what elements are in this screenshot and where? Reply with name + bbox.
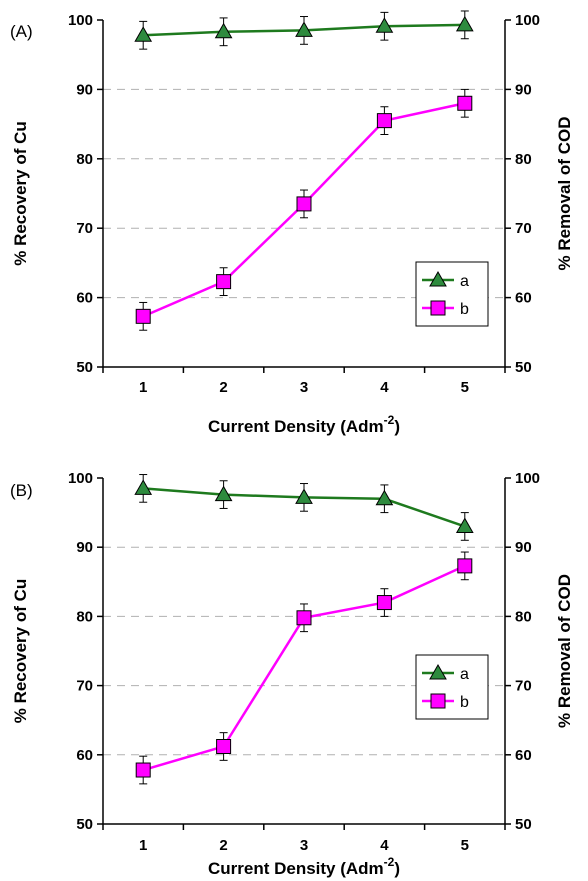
y-tick-label-right: 100 (515, 470, 540, 487)
legend-marker-a (429, 270, 447, 287)
x-tick-label: 3 (300, 379, 308, 396)
x-axis-label: Current Density (Adm-2) (208, 413, 400, 436)
x-tick-label: 5 (461, 379, 469, 396)
y-tick-label-right: 70 (515, 678, 532, 695)
series-b (135, 88, 473, 331)
data-point-b (216, 274, 232, 290)
data-point-b (135, 308, 151, 324)
legend-marker-b (430, 693, 446, 709)
y-tick-label-right: 50 (515, 816, 532, 833)
y-tick-label-right: 90 (515, 81, 532, 98)
x-tick-label: 3 (300, 837, 308, 854)
series-b (135, 551, 473, 785)
y-tick-label-left: 100 (68, 12, 93, 29)
data-point-a (214, 485, 233, 502)
y-axis-label-left: % Recovery of Cu (11, 121, 30, 266)
data-point-b (376, 595, 392, 611)
data-point-b (457, 95, 473, 111)
data-point-b (135, 762, 151, 778)
x-tick-label: 1 (139, 379, 147, 396)
x-axis-label-main: Current Density (Adm (208, 859, 384, 878)
y-tick-label-right: 50 (515, 359, 532, 376)
y-tick-label-right: 100 (515, 12, 540, 29)
legend-label-b: b (460, 694, 469, 711)
y-tick-label-left: 80 (76, 608, 93, 625)
x-axis-label: Current Density (Adm-2) (208, 855, 400, 878)
series-a (134, 474, 474, 541)
y-tick-label-left: 60 (76, 290, 93, 307)
data-point-b (457, 558, 473, 574)
data-point-a (134, 479, 153, 495)
legend-marker-b (430, 300, 446, 316)
x-axis-label-main: Current Density (Adm (208, 417, 384, 436)
data-point-b (296, 610, 312, 626)
chart-panel-a: 50 50 60 60 70 70 80 80 90 90 100 100 1 2 3 4 5 ab (A) Curr… (10, 10, 574, 436)
x-axis-label-sup: -2 (384, 855, 395, 869)
x-tick-label: 2 (219, 379, 227, 396)
series-a (134, 10, 474, 50)
data-point-a (295, 488, 313, 504)
y-axis-label-right: % Removal of COD (555, 574, 574, 728)
data-point-b (296, 196, 312, 212)
y-tick-label-left: 70 (76, 220, 93, 237)
data-point-a (134, 26, 153, 42)
data-point-a (375, 17, 394, 33)
legend-box (415, 261, 489, 327)
y-tick-label-right: 80 (515, 608, 532, 625)
x-tick-label: 1 (139, 837, 147, 854)
legend-marker-a (429, 663, 447, 680)
legend: ab (415, 654, 489, 720)
x-tick-label: 2 (219, 837, 227, 854)
y-tick-label-left: 80 (76, 151, 93, 168)
panel-label: (A) (10, 22, 33, 41)
data-point-a (295, 21, 313, 37)
x-tick-label: 5 (461, 837, 469, 854)
y-tick-label-left: 90 (76, 81, 93, 98)
y-tick-label-right: 70 (515, 220, 532, 237)
x-tick-label: 4 (380, 837, 389, 854)
legend-label-b: b (460, 301, 469, 318)
y-axis-label-left: % Recovery of Cu (11, 579, 30, 724)
y-tick-label-left: 50 (76, 816, 93, 833)
x-axis-label-sup: -2 (384, 413, 395, 427)
legend-box (415, 654, 489, 720)
panel-label: (B) (10, 481, 33, 500)
y-tick-label-left: 100 (68, 470, 93, 487)
data-point-b (376, 113, 392, 129)
y-tick-label-left: 50 (76, 359, 93, 376)
data-point-a (455, 15, 474, 32)
x-axis-label-end: ) (394, 859, 400, 878)
y-tick-label-left: 70 (76, 678, 93, 695)
chart-panel-b: 50 50 60 60 70 70 80 80 90 90 100 100 1 2 3 4 5 ab (B) Curr… (10, 470, 574, 878)
x-tick-label: 4 (380, 379, 389, 396)
legend-label-a: a (460, 666, 469, 683)
legend-label-a: a (460, 273, 469, 290)
data-point-a (375, 489, 394, 506)
y-tick-label-right: 80 (515, 151, 532, 168)
data-point-b (216, 738, 232, 754)
data-point-a (455, 517, 474, 533)
y-tick-label-left: 90 (76, 539, 93, 556)
y-tick-label-left: 60 (76, 747, 93, 764)
data-point-a (214, 22, 233, 39)
y-tick-label-right: 60 (515, 747, 532, 764)
y-tick-label-right: 60 (515, 290, 532, 307)
legend: ab (415, 261, 489, 327)
y-tick-label-right: 90 (515, 539, 532, 556)
y-axis-label-right: % Removal of COD (555, 117, 574, 271)
x-axis-label-end: ) (394, 417, 400, 436)
